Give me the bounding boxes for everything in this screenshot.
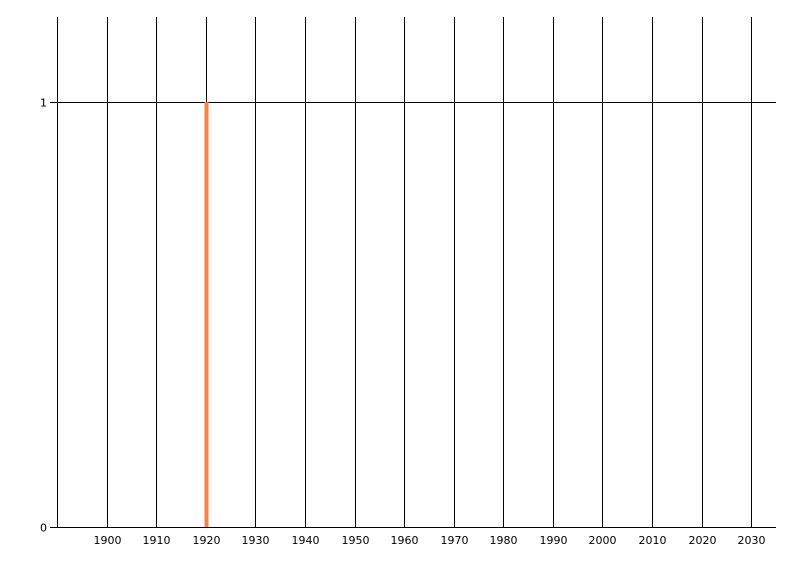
bar (204, 102, 209, 527)
x-tick-label: 1910 (143, 534, 171, 547)
tick-labels: 1900 1910 1920 1930 1940 1950 1960 1970 1980 1990… (40, 97, 766, 548)
x-tick-label: 2030 (738, 534, 766, 547)
x-tick-label: 1930 (242, 534, 270, 547)
x-tick-label: 2020 (689, 534, 717, 547)
x-tick-label: 1950 (342, 534, 370, 547)
y-tick-label: 0 (40, 522, 47, 535)
x-tick-label: 1970 (441, 534, 469, 547)
grid (50, 17, 776, 528)
x-tick-label: 2000 (589, 534, 617, 547)
x-tick-label: 1960 (391, 534, 419, 547)
bars (204, 102, 209, 527)
x-tick-label: 1990 (540, 534, 568, 547)
x-tick-label: 1920 (193, 534, 221, 547)
y-tick-label: 1 (40, 97, 47, 110)
x-tick-label: 1940 (292, 534, 320, 547)
x-tick-label: 1900 (94, 534, 122, 547)
x-tick-label: 1980 (490, 534, 518, 547)
x-tick-label: 2010 (639, 534, 667, 547)
